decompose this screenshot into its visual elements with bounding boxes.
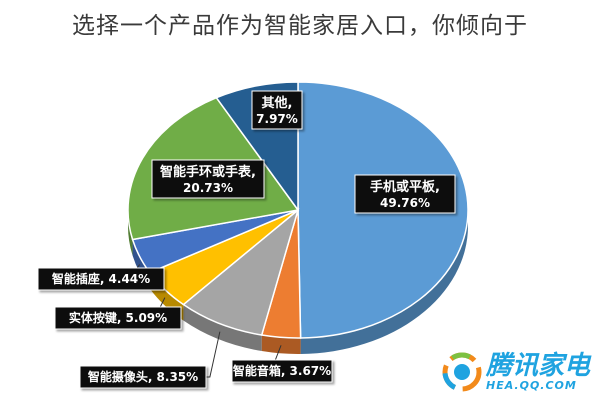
data-label-category: 手机或平板, — [370, 179, 440, 195]
watermark: 腾讯家电 HEA.QQ.COM — [442, 352, 590, 392]
data-label-category: 智能手环或手表, — [160, 164, 256, 180]
watermark-url: HEA.QQ.COM — [485, 379, 577, 392]
data-label-box — [151, 159, 265, 199]
data-label: 智能手环或手表,20.73% — [151, 159, 265, 199]
data-label-category: 智能音箱, 3.67% — [232, 363, 331, 378]
data-label-category: 智能摄像头, 8.35% — [87, 369, 198, 384]
data-label-box — [231, 359, 333, 383]
data-label-box — [79, 365, 207, 389]
pie-slice-side — [300, 210, 468, 354]
data-label: 智能插座, 4.44% — [37, 267, 165, 291]
data-label-value: 49.76% — [380, 196, 430, 210]
data-label-category: 其他, — [262, 95, 293, 111]
pie-slice — [182, 207, 300, 336]
data-label: 智能摄像头, 8.35% — [79, 365, 207, 389]
data-label-box — [354, 174, 456, 214]
tencent-home-appliance-logo-icon — [442, 352, 482, 392]
data-label-box — [37, 267, 165, 291]
data-label: 智能音箱, 3.67% — [231, 359, 333, 383]
data-label-box — [54, 306, 182, 330]
data-label: 手机或平板,49.76% — [354, 174, 456, 214]
label-leader-line — [206, 331, 221, 378]
watermark-brand: 腾讯家电 — [485, 351, 590, 381]
pie-slice-side — [261, 335, 301, 354]
data-label-box — [251, 90, 303, 130]
data-label-value: 7.97% — [256, 112, 298, 126]
data-label-category: 实体按键, 5.09% — [69, 310, 167, 325]
chart-title: 选择一个产品作为智能家居入口，你倾向于 — [72, 13, 528, 39]
data-label-value: 20.73% — [183, 181, 233, 195]
data-label: 其他,7.97% — [251, 90, 303, 130]
data-label: 实体按键, 5.09% — [54, 306, 182, 330]
data-label-category: 智能插座, 4.44% — [51, 271, 150, 286]
